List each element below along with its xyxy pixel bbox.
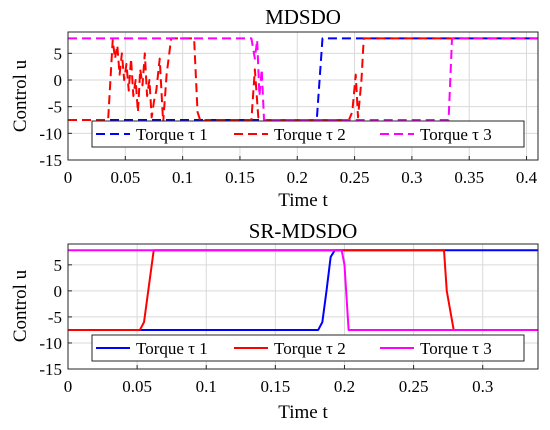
chart-1-x-tick-label: 0.25	[340, 168, 370, 187]
chart-1-legend-label-tau2: Torque τ 2	[274, 125, 346, 144]
chart-2-x-tick-label: 0.25	[399, 377, 429, 396]
chart-1-legend-label-tau1: Torque τ 1	[136, 125, 208, 144]
chart-1-legend-box	[91, 120, 525, 148]
chart-1-x-tick-label: 0.4	[516, 168, 538, 187]
chart-2-x-axis-label: Time t	[278, 402, 328, 423]
chart-1-axes-frame	[67, 31, 539, 161]
chart-1-y-tick-label: 5	[54, 44, 63, 63]
chart-2-x-tick-label: 0	[64, 377, 73, 396]
chart-1-series-tau1-line	[68, 37, 538, 121]
chart-2-legend: Torque τ 1 Torque τ 2 Torque τ 3	[91, 334, 525, 362]
chart-mdsdo: MDSDO 0 0.05 0.1 0.15 0.2 0.25 0.3 0.35 0.4 5 0 -5…	[10, 5, 539, 211]
chart-2-series-group	[68, 249, 538, 331]
chart-1-x-ticks: 0 0.05 0.1 0.15 0.2 0.25 0.3 0.35 0.4	[64, 156, 538, 187]
chart-2-x-tick-label: 0.3	[472, 377, 493, 396]
chart-1-x-tick-label: 0.3	[401, 168, 422, 187]
chart-2-y-tick-label: -10	[39, 334, 62, 353]
chart-1-x-tick-label: 0.1	[172, 168, 193, 187]
chart-2-legend-box	[91, 334, 525, 362]
chart-2-title: SR-MDSDO	[249, 219, 358, 243]
chart-2-legend-label-tau3: Torque τ 3	[420, 339, 492, 358]
chart-1-y-tick-label: -15	[39, 151, 62, 170]
chart-2-x-tick-label: 0.1	[196, 377, 217, 396]
chart-2-x-tick-label: 0.05	[122, 377, 152, 396]
chart-2-y-ticks: 5 0 -5 -10 -15	[39, 256, 72, 379]
chart-1-x-tick-label: 0.15	[225, 168, 255, 187]
chart-2-y-axis-label: Control u	[10, 269, 31, 342]
chart-sr-mdsdo: SR-MDSDO 0 0.05 0.1 0.15 0.2 0.25 0.3 5 0 -5 -10 -…	[10, 219, 539, 423]
chart-2-x-tick-label: 0.15	[260, 377, 290, 396]
chart-1-x-tick-label: 0.05	[110, 168, 140, 187]
chart-2-y-tick-label: -15	[39, 360, 62, 379]
chart-1-title: MDSDO	[265, 5, 341, 29]
chart-1-x-tick-label: 0	[64, 168, 73, 187]
chart-1-y-tick-label: -10	[39, 124, 62, 143]
chart-1-y-axis-label: Control u	[10, 59, 31, 132]
chart-2-y-tick-label: -5	[48, 308, 62, 327]
chart-2-y-tick-label: 5	[54, 256, 63, 275]
chart-1-x-tick-label: 0.35	[454, 168, 484, 187]
chart-2-x-tick-label: 0.2	[334, 377, 355, 396]
chart-1-series-tau3-line	[68, 37, 538, 121]
chart-1-y-ticks: 5 0 -5 -10 -15	[39, 44, 72, 170]
chart-1-legend: Torque τ 1 Torque τ 2 Torque τ 3	[91, 120, 525, 148]
chart-1-x-tick-label: 0.2	[287, 168, 308, 187]
chart-2-axes-frame	[67, 243, 539, 370]
chart-2-legend-label-tau1: Torque τ 1	[136, 339, 208, 358]
chart-2-x-ticks: 0 0.05 0.1 0.15 0.2 0.25 0.3	[64, 365, 493, 396]
chart-2-legend-label-tau2: Torque τ 2	[274, 339, 346, 358]
chart-2-series-tau3-line	[68, 249, 538, 331]
chart-2-y-tick-label: 0	[54, 282, 63, 301]
chart-1-series-group	[68, 37, 538, 124]
chart-1-x-axis-label: Time t	[278, 190, 328, 211]
chart-1-y-tick-label: -5	[48, 98, 62, 117]
chart-1-legend-label-tau3: Torque τ 3	[420, 125, 492, 144]
chart-1-y-tick-label: 0	[54, 71, 63, 90]
